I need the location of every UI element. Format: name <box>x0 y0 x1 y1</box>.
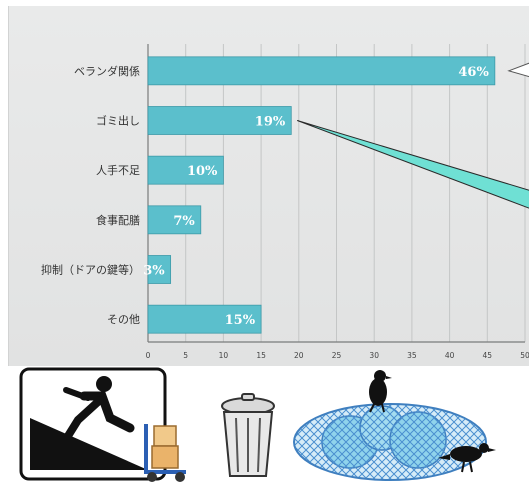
x-tick-label: 40 <box>445 351 455 360</box>
x-tick-label: 50 <box>520 351 529 360</box>
garbage-net-with-crows-icon <box>293 370 496 481</box>
bar-value-label: 15% <box>225 313 256 328</box>
x-tick-label: 30 <box>369 351 379 360</box>
x-tick-label: 45 <box>483 351 493 360</box>
callout-pointer <box>507 62 529 78</box>
callout-pointer <box>297 120 529 209</box>
bar <box>147 56 496 86</box>
x-tick-label: 15 <box>256 351 266 360</box>
bar <box>147 205 202 235</box>
trash-can-icon <box>221 393 275 477</box>
bar-value-label: 46% <box>458 65 489 80</box>
category-label: その他 <box>107 313 140 326</box>
x-tick-label: 35 <box>407 351 417 360</box>
bar-value-label: 3% <box>143 264 165 279</box>
bar <box>147 155 224 185</box>
x-tick-label: 25 <box>332 351 342 360</box>
x-tick-label: 20 <box>294 351 304 360</box>
hand-cart-boxes-icon <box>144 424 186 482</box>
bar-chart: 0 5 10 15 20 25 30 35 40 45 50 ベランダ関係 46% ゴミ出し 19% 人手不足… <box>41 44 529 360</box>
bar-value-label: 19% <box>255 115 286 130</box>
category-label: 食事配膳 <box>96 213 140 227</box>
category-label: 人手不足 <box>96 163 140 177</box>
bar <box>147 255 172 284</box>
category-label: ゴミ出し <box>96 114 140 128</box>
bar <box>147 304 262 334</box>
bar <box>147 106 292 135</box>
x-tick-label: 10 <box>219 351 229 360</box>
fall-hazard-sign-icon <box>19 367 167 481</box>
x-tick-label: 5 <box>183 351 188 360</box>
x-tick-label: 0 <box>146 351 151 360</box>
chart-panel: 0 5 10 15 20 25 30 35 40 45 50 ベランダ関係 46% ゴミ出し 19% 人手不足… <box>8 6 529 366</box>
bar-value-label: 7% <box>173 214 195 229</box>
bar-value-label: 10% <box>187 164 218 179</box>
category-label: 抑制（ドアの鍵等） <box>41 263 140 277</box>
category-label: ベランダ関係 <box>74 64 140 78</box>
